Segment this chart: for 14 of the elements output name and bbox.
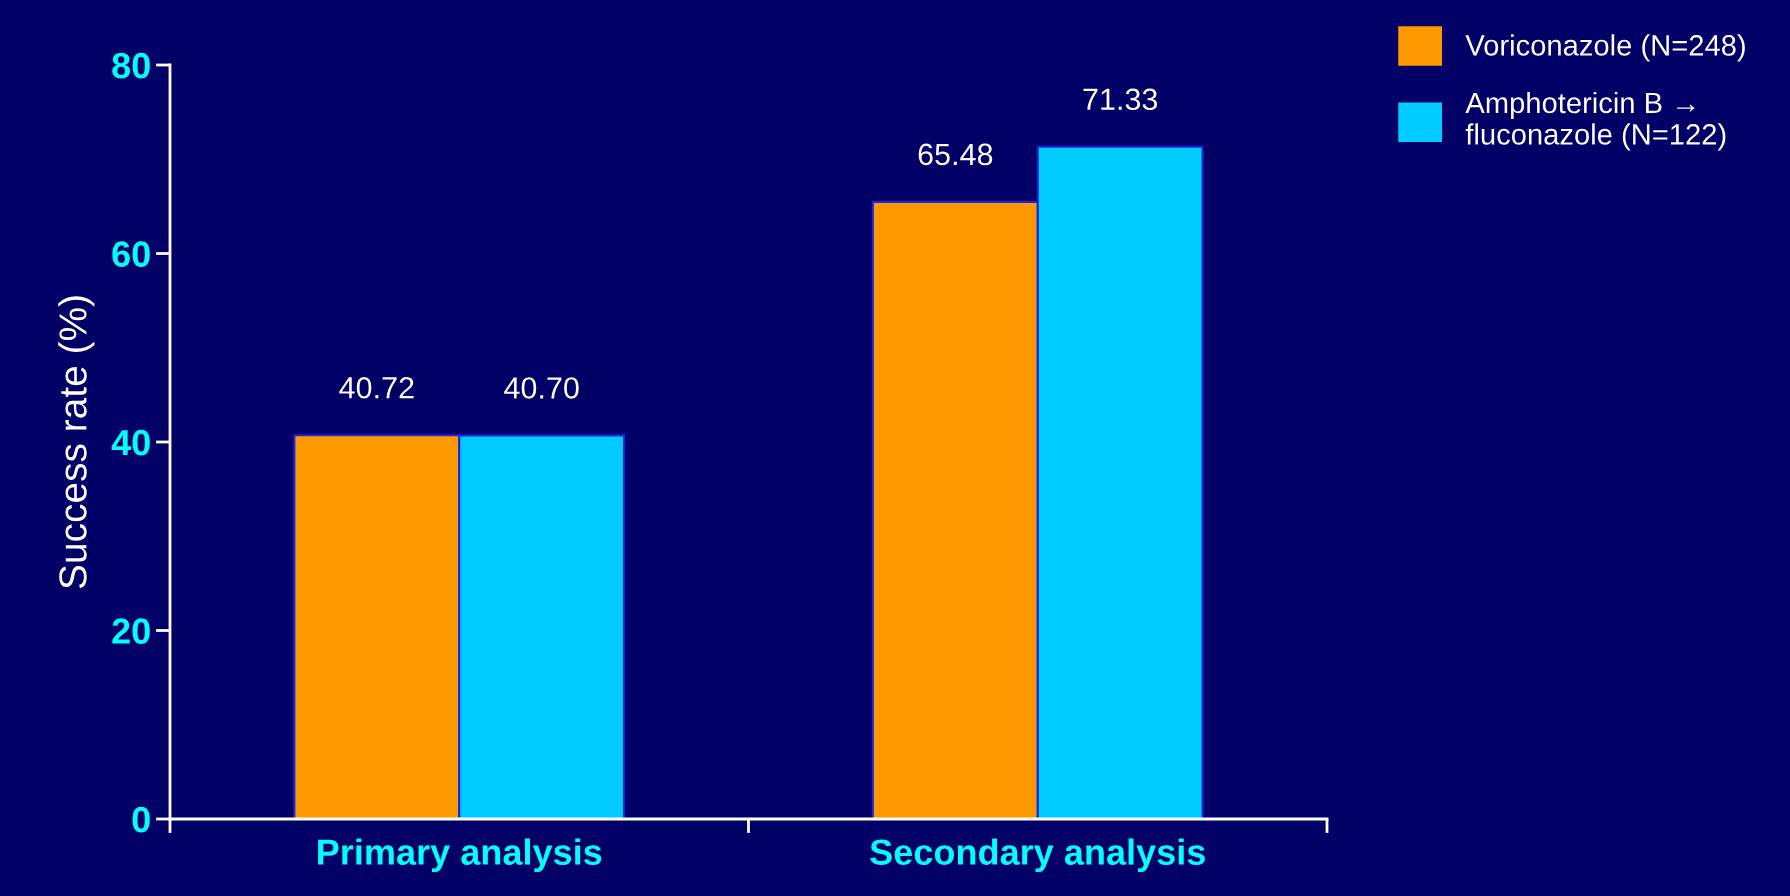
legend-label: Amphotericin B → fluconazole (N=122) xyxy=(1465,91,1726,151)
y-tick-label: 0 xyxy=(132,806,150,833)
data-label: 71.33 xyxy=(1083,88,1158,111)
x-tick-label: Primary analysis xyxy=(318,838,602,873)
data-label: 40.70 xyxy=(504,377,579,399)
y-tick-label: 60 xyxy=(112,241,150,267)
x-tick-label: Secondary analysis xyxy=(870,838,1205,873)
data-label: 65.48 xyxy=(918,143,993,166)
y-tick-label: 80 xyxy=(112,52,150,79)
y-tick-label: 40 xyxy=(111,429,150,456)
data-label: 40.72 xyxy=(339,376,414,399)
y-tick-label: 20 xyxy=(112,618,150,644)
legend-label: Voriconazole (N=248) xyxy=(1465,34,1745,62)
y-axis-title: Success rate (%) xyxy=(58,296,95,589)
